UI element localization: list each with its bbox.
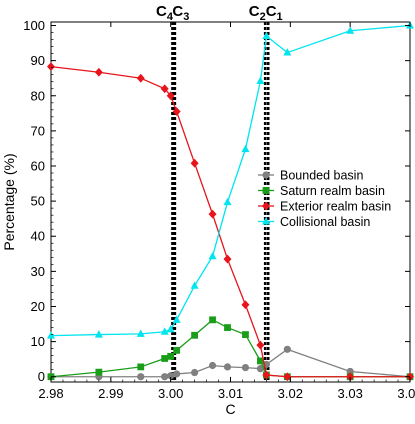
series-line bbox=[51, 348, 411, 378]
legend-entry: Saturn realm basin bbox=[258, 184, 385, 198]
data-point bbox=[47, 62, 55, 72]
data-point bbox=[172, 315, 181, 323]
critical-label-base: C bbox=[172, 3, 183, 20]
data-point bbox=[257, 357, 264, 365]
data-point bbox=[94, 67, 103, 77]
x-axis-label: C bbox=[225, 401, 235, 417]
x-tick-label: 3.04 bbox=[397, 386, 415, 401]
data-point bbox=[190, 281, 199, 289]
series-bounded-basin bbox=[47, 345, 414, 381]
x-tick-label: 3.02 bbox=[278, 386, 303, 401]
data-point bbox=[191, 368, 199, 377]
data-point bbox=[47, 331, 55, 339]
x-tick-label: 2.98 bbox=[38, 386, 63, 401]
y-tick-label: 50 bbox=[31, 194, 45, 209]
critical-label-C4: C4 bbox=[156, 3, 174, 23]
critical-label-base: C bbox=[249, 3, 260, 20]
data-point bbox=[173, 370, 181, 378]
data-point bbox=[167, 372, 175, 380]
critical-label-C1: C1 bbox=[266, 3, 283, 23]
data-point bbox=[256, 76, 265, 85]
data-point bbox=[136, 329, 145, 337]
series-exterior-realm-basin bbox=[47, 62, 414, 382]
critical-label-C2: C2 bbox=[249, 3, 266, 23]
data-point bbox=[256, 365, 265, 373]
y-tick-label: 20 bbox=[31, 299, 45, 314]
series-collisional-basin bbox=[47, 21, 414, 339]
data-point bbox=[223, 363, 232, 371]
data-point bbox=[209, 316, 216, 324]
x-tick-label: 3.01 bbox=[218, 386, 243, 401]
data-point bbox=[283, 345, 291, 353]
data-point bbox=[256, 340, 265, 350]
data-point bbox=[161, 355, 169, 362]
critical-label-base: C bbox=[266, 3, 277, 20]
series-saturn-realm-basin bbox=[47, 316, 414, 381]
y-tick-label: 80 bbox=[31, 88, 45, 103]
critical-label-subscript: 2 bbox=[260, 11, 266, 23]
legend-label: Collisional basin bbox=[280, 215, 370, 229]
data-point bbox=[160, 327, 169, 335]
x-tick-label: 2.99 bbox=[98, 386, 123, 401]
y-tick-label: 100 bbox=[23, 18, 45, 33]
y-tick-label: 40 bbox=[31, 229, 45, 244]
y-tick-label: 0 bbox=[38, 369, 45, 384]
legend-marker bbox=[262, 217, 270, 225]
y-tick-label: 30 bbox=[31, 264, 45, 279]
data-point bbox=[172, 107, 181, 116]
critical-label-subscript: 3 bbox=[183, 11, 189, 23]
data-point bbox=[137, 363, 145, 371]
y-axis-label: Percentage (%) bbox=[1, 153, 17, 250]
data-point bbox=[223, 254, 232, 264]
data-point bbox=[136, 73, 145, 83]
data-point bbox=[173, 346, 181, 354]
data-point bbox=[223, 197, 232, 206]
legend-marker bbox=[262, 171, 270, 179]
data-point bbox=[262, 31, 271, 40]
legend-label: Bounded basin bbox=[280, 169, 363, 183]
data-point bbox=[262, 370, 271, 380]
data-point bbox=[241, 300, 250, 310]
data-point bbox=[242, 331, 249, 338]
data-point bbox=[241, 364, 250, 372]
legend-entry: Collisional basin bbox=[258, 215, 370, 229]
data-point bbox=[208, 361, 217, 370]
legend-label: Saturn realm basin bbox=[280, 184, 385, 198]
data-point bbox=[283, 48, 292, 56]
data-point bbox=[191, 331, 198, 339]
data-point bbox=[346, 26, 355, 34]
legend-entry: Bounded basin bbox=[258, 169, 363, 183]
legend-marker bbox=[262, 201, 270, 211]
y-tick-label: 60 bbox=[31, 159, 45, 174]
data-point bbox=[166, 91, 175, 101]
critical-label-subscript: 4 bbox=[167, 11, 174, 23]
data-point bbox=[167, 352, 175, 360]
data-point bbox=[95, 368, 103, 376]
data-point bbox=[161, 373, 169, 381]
x-tick-label: 3.03 bbox=[338, 386, 363, 401]
data-point bbox=[208, 251, 217, 260]
data-point bbox=[283, 372, 292, 382]
legend-marker bbox=[262, 187, 270, 194]
x-tick-label: 3.00 bbox=[158, 386, 183, 401]
data-point bbox=[166, 324, 175, 333]
y-tick-label: 70 bbox=[31, 123, 45, 138]
y-tick-label: 90 bbox=[31, 53, 45, 68]
critical-label-base: C bbox=[156, 3, 167, 20]
data-point bbox=[346, 372, 355, 382]
critical-label-subscript: 1 bbox=[277, 11, 283, 23]
critical-label-C3: C3 bbox=[172, 3, 189, 23]
data-point bbox=[208, 209, 217, 219]
data-point bbox=[190, 158, 199, 168]
y-tick-label: 10 bbox=[31, 334, 45, 349]
data-point bbox=[346, 367, 354, 376]
data-point bbox=[94, 330, 103, 338]
legend-entry: Exterior realm basin bbox=[258, 200, 391, 214]
data-point bbox=[241, 144, 250, 153]
data-point bbox=[160, 84, 169, 94]
data-point bbox=[224, 324, 231, 331]
legend-label: Exterior realm basin bbox=[280, 200, 391, 214]
data-point bbox=[137, 373, 145, 381]
